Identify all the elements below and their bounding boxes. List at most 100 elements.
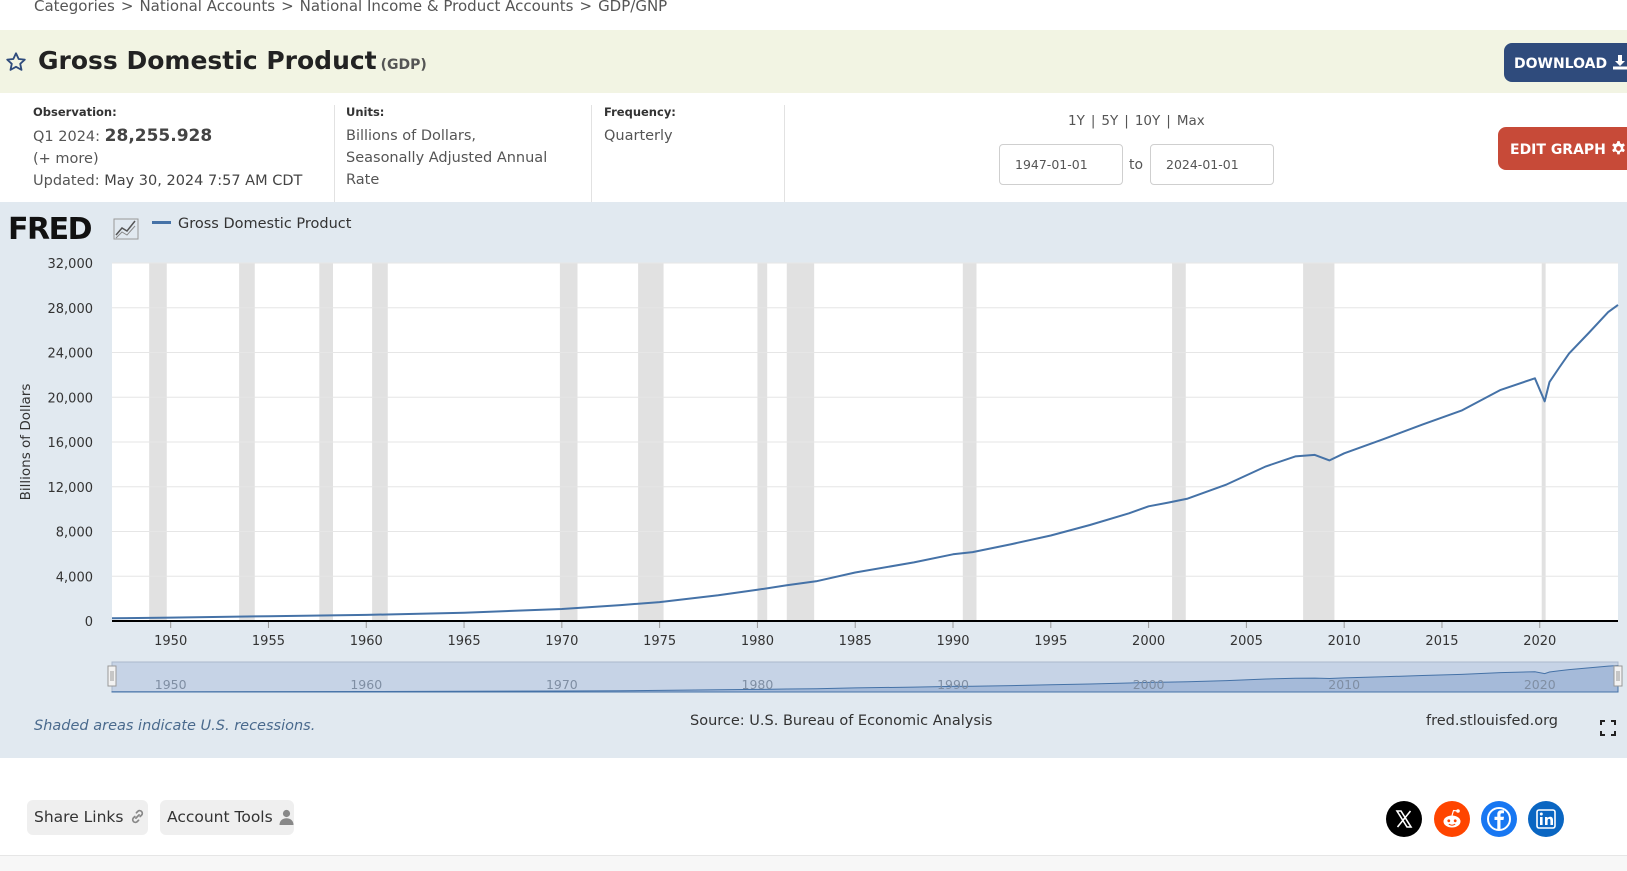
facebook-share-button[interactable] [1481,801,1517,837]
site-link[interactable]: fred.stlouisfed.org [1426,713,1559,729]
breadcrumb-nipa[interactable]: National Income & Product Accounts [299,0,574,15]
x-tick-label: 2000 [1132,634,1165,649]
account-tools-button[interactable]: Account Tools [160,800,294,835]
star-outline-icon[interactable] [5,51,27,77]
y-tick-label: 20,000 [48,391,94,406]
navigator-tick-label: 1970 [546,677,578,692]
source-text: Source: U.S. Bureau of Economic Analysis [690,713,993,729]
legend-label: Gross Domestic Product [178,216,352,232]
units-label: Units: [346,105,385,119]
series-metadata: Observation: Q1 2024: 28,255.928 (+ more… [0,93,1627,202]
gdp-chart[interactable]: 32,000 28,000 24,000 20,000 16,000 12,000 8,00… [0,202,1627,702]
edit-graph-button[interactable]: EDIT GRAPH [1498,127,1627,170]
x-tick-label: 2015 [1425,634,1458,649]
y-tick-label: 8,000 [56,526,93,541]
navigator-handle [107,665,117,687]
units-block: Units: Billions of Dollars, Seasonally A… [346,105,586,191]
y-tick-label: 32,000 [48,257,94,272]
start-date-input[interactable] [999,144,1123,185]
x-tick-label: 2020 [1523,634,1556,649]
recession-note: Shaded areas indicate U.S. recessions. [34,718,316,734]
updated-value: May 30, 2024 7:57 AM CDT [104,173,303,189]
breadcrumb-national-accounts[interactable]: National Accounts [139,0,276,15]
footer-strip [0,855,1627,871]
breadcrumb-separator: > [579,0,593,15]
fred-logo[interactable]: FRED [8,211,142,247]
share-links-label: Share Links [34,808,124,826]
y-tick-label: 16,000 [48,436,94,451]
link-icon [132,809,144,824]
y-tick-label: 0 [85,615,93,630]
x-tick-label: 1965 [448,634,481,649]
observation-period: Q1 2024: [33,129,101,145]
y-tick-label: 12,000 [48,481,94,496]
download-button[interactable]: DOWNLOAD [1504,43,1627,82]
range-max[interactable]: Max [1176,113,1205,129]
range-1y[interactable]: 1Y [1068,113,1085,129]
observation-line: Q1 2024: 28,255.928 [33,125,323,148]
download-label: DOWNLOAD [1514,56,1608,72]
range-10y[interactable]: 10Y [1134,113,1161,129]
updated-prefix: Updated: [33,173,100,189]
user-icon [279,809,294,825]
y-tick-label: 24,000 [48,347,94,362]
navigator-tick-label: 2000 [1133,677,1165,692]
x-tick-label: 1955 [252,634,285,649]
reddit-share-button[interactable] [1434,801,1470,837]
frequency-value: Quarterly [604,128,673,144]
observation-value: 28,255.928 [104,126,213,146]
navigator-tick-label: 1990 [937,677,969,692]
x-tick-label: 1995 [1034,634,1067,649]
range-links: 1Y | 5Y | 10Y | Max [1068,113,1205,129]
series-id: (GDP) [380,57,427,73]
share-links-button[interactable]: Share Links [27,800,148,835]
title-bar: Gross Domestic Product (GDP) DOWNLOAD [0,30,1627,93]
chart-legend: Gross Domestic Product [152,216,351,232]
breadcrumb-separator: > [120,0,134,15]
navigator-tick-label: 2010 [1328,677,1360,692]
divider [784,105,785,202]
account-tools-label: Account Tools [167,808,273,826]
x-tick-label: 1960 [350,634,383,649]
share-bar: Share Links Account Tools [0,758,1627,871]
legend-swatch [152,221,171,224]
navigator-tick-label: 1980 [742,677,774,692]
edit-graph-label: EDIT GRAPH [1510,142,1606,158]
frequency-label: Frequency: [604,105,676,119]
x-tick-label: 1980 [741,634,774,649]
navigator-tick-label: 1960 [350,677,382,692]
units-line-2: Seasonally Adjusted Annual [346,150,548,166]
y-tick-label: 4,000 [56,570,93,585]
range-5y[interactable]: 5Y [1101,113,1119,129]
fred-logo-text: FRED [8,212,92,243]
more-observations-link[interactable]: (+ more) [33,151,99,167]
linkedin-share-button[interactable] [1528,801,1564,837]
x-tick-label: 2010 [1328,634,1361,649]
breadcrumb-categories[interactable]: Categories [34,0,115,15]
observation-block: Observation: Q1 2024: 28,255.928 (+ more… [33,105,323,192]
navigator-tick-label: 1950 [155,677,187,692]
page-title-text: Gross Domestic Product [38,46,377,75]
y-tick-label: 28,000 [48,302,94,317]
end-date-input[interactable] [1150,144,1274,185]
navigator-tick-label: 2020 [1524,677,1556,692]
x-tick-label: 2005 [1230,634,1263,649]
updated-line: Updated: May 30, 2024 7:57 AM CDT [33,170,323,192]
observation-label: Observation: [33,105,117,119]
x-tick-label: 1985 [839,634,872,649]
navigator-handle [1613,665,1623,687]
divider [334,105,335,202]
fullscreen-icon[interactable] [1600,720,1616,740]
x-tick-label: 1990 [936,634,969,649]
linkedin-icon [1528,801,1564,837]
breadcrumb-separator: > [281,0,294,15]
breadcrumb-gdp-gnp[interactable]: GDP/GNP [598,0,668,15]
to-label: to [1129,157,1144,173]
reddit-icon [1434,801,1470,837]
x-tick-label: 1970 [545,634,578,649]
graph-area: 32,000 28,000 24,000 20,000 16,000 12,000 8,00… [0,202,1627,758]
gear-icon [1612,141,1625,155]
x-share-button[interactable] [1386,801,1422,837]
units-line-1: Billions of Dollars, [346,128,476,144]
facebook-icon [1481,801,1517,837]
